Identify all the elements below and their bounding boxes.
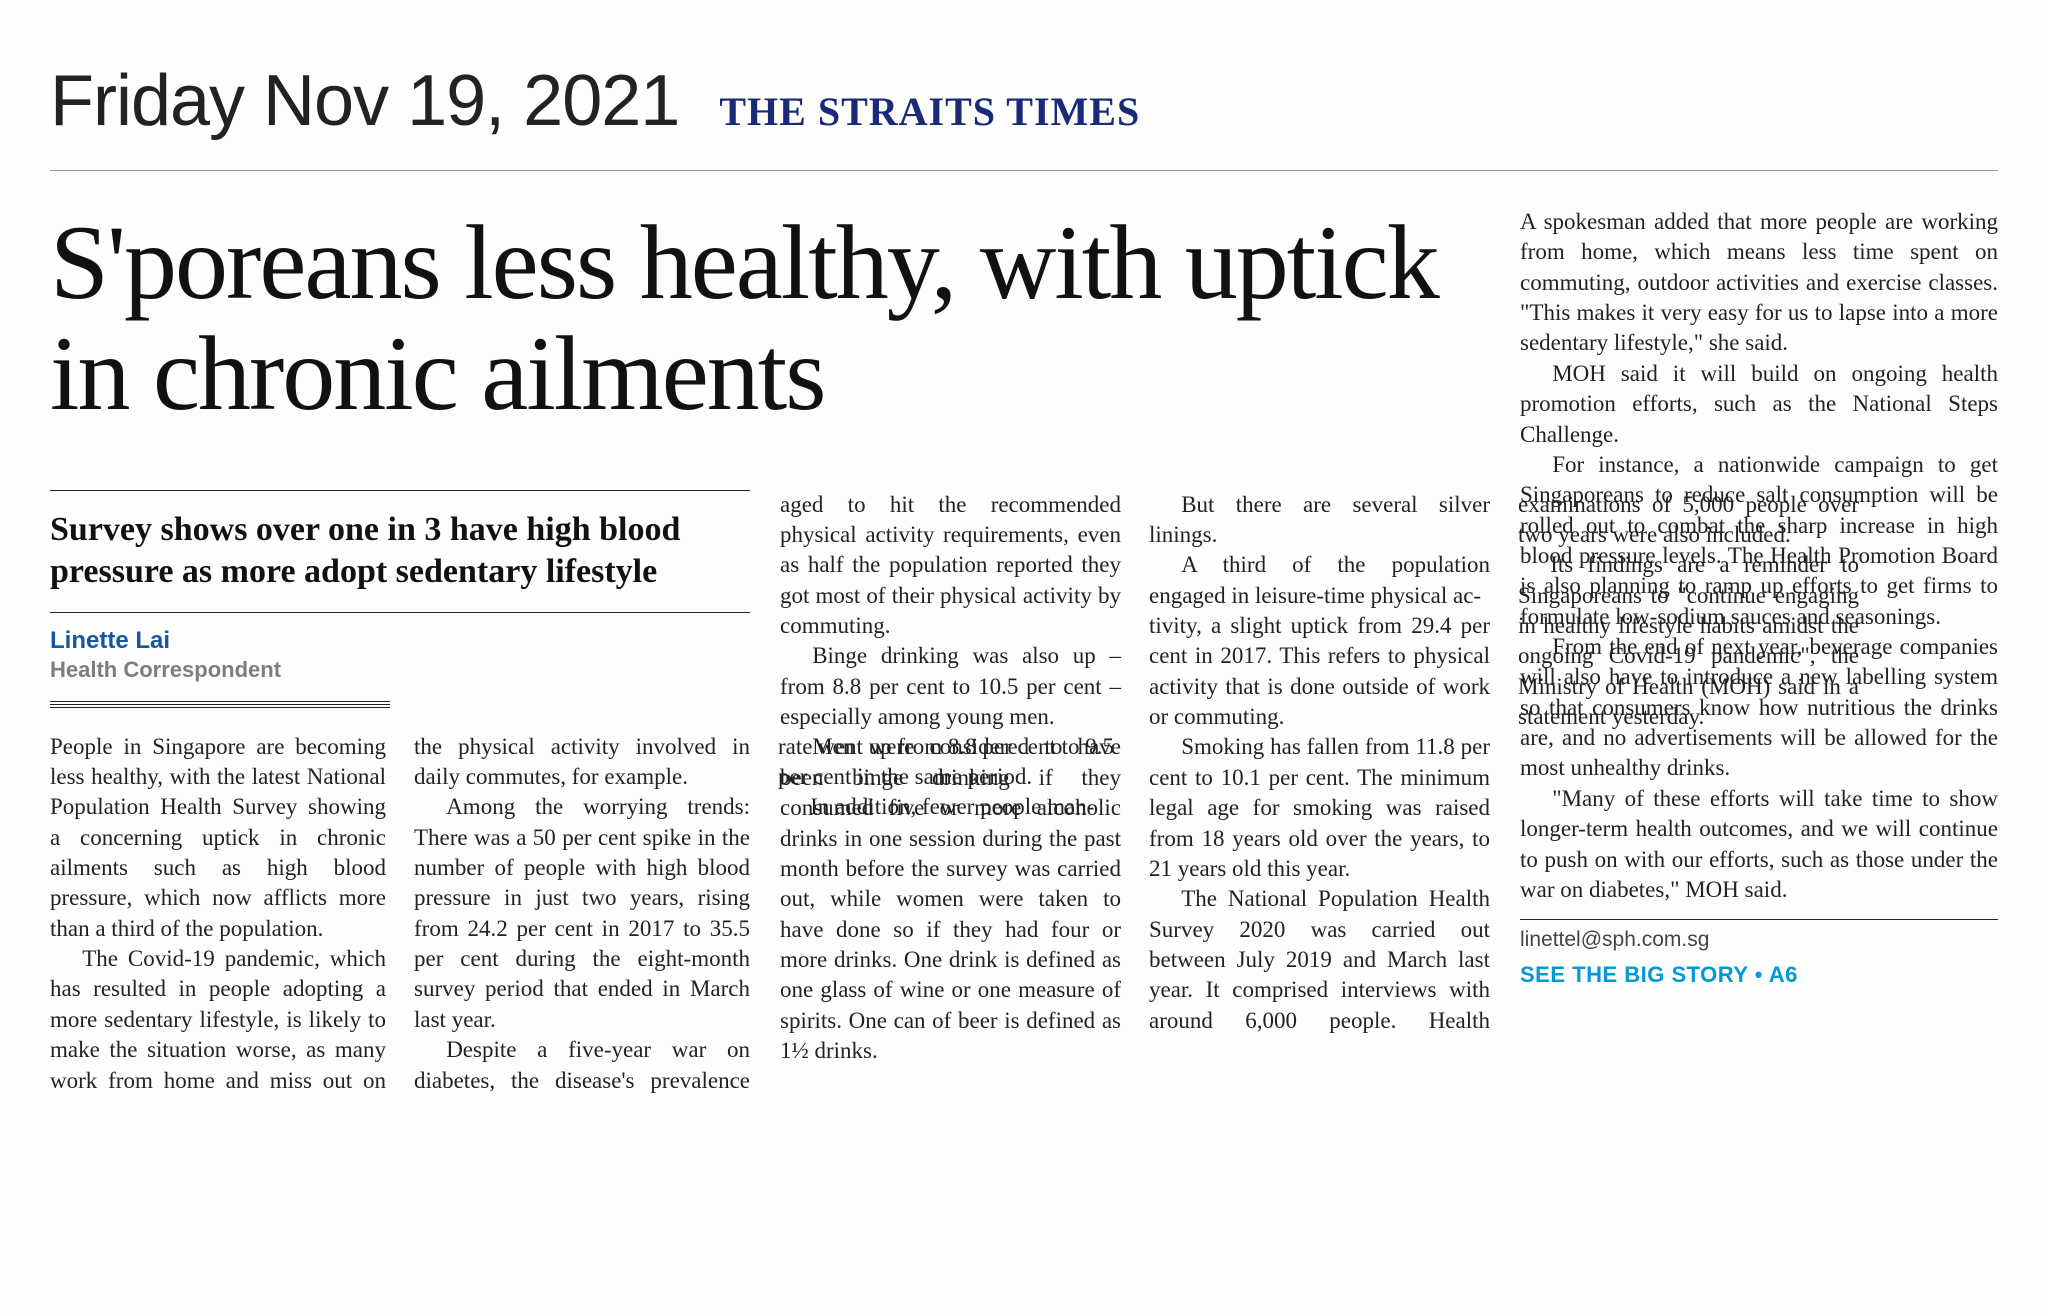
issue-date: Friday Nov 19, 2021 [50, 60, 679, 142]
body-para: From the end of next year, beverage comp… [1520, 632, 1998, 784]
body-para: Smoking has fallen from 11.8 per cent to… [1149, 732, 1490, 884]
byline-title: Health Correspondent [50, 657, 750, 683]
body-para: Among the worrying trends: There was a 5… [414, 792, 750, 1035]
body-para: MOH said it will build on ongoing health… [1520, 359, 1998, 450]
body-para: A third of the population engaged in lei… [1149, 550, 1490, 611]
body-para: For instance, a nationwide campaign to g… [1520, 450, 1998, 632]
cross-ref-promo: SEE THE BIG STORY • A6 [1520, 962, 1998, 988]
main-column: S'poreans less healthy, with uptick in c… [50, 207, 1490, 1102]
article-body-row: Survey shows over one in 3 have high blo… [50, 490, 1490, 1102]
body-columns-mid: aged to hit the recommended physical act… [780, 490, 1490, 1102]
contact-rule [1520, 919, 1998, 920]
body-para: Men were considered to have been binge d… [780, 732, 1121, 1066]
newspaper-page: Friday Nov 19, 2021 THE STRAITS TIMES S'… [0, 0, 2048, 1132]
article-subhead: Survey shows over one in 3 have high blo… [50, 509, 750, 594]
subhead-rule-top [50, 490, 750, 491]
body-para: aged to hit the recommended physical act… [780, 490, 1121, 642]
body-para: tivity, a slight uptick from 29.4 per ce… [1149, 611, 1490, 732]
masthead: Friday Nov 19, 2021 THE STRAITS TIMES [50, 60, 1998, 142]
subhead-rule-bottom [50, 612, 750, 613]
body-para: "Many of these efforts will take time to… [1520, 784, 1998, 905]
byline-triple-rule [50, 701, 390, 708]
subhead-and-first-cols: Survey shows over one in 3 have high blo… [50, 490, 750, 1102]
masthead-rule [50, 170, 1998, 171]
body-para: A spokesman added that more people are w… [1520, 207, 1998, 359]
author-email: linettel@sph.com.sg [1520, 928, 1998, 952]
publication-name: THE STRAITS TIMES [719, 88, 1140, 135]
article-content: S'poreans less healthy, with uptick in c… [50, 207, 1998, 1102]
body-para: But there are several silver linings. [1149, 490, 1490, 551]
article-headline: S'poreans less healthy, with uptick in c… [50, 207, 1490, 430]
body-para: People in Singapore are becoming less he… [50, 732, 386, 945]
right-column: A spokesman added that more people are w… [1520, 207, 1998, 988]
byline-name: Linette Lai [50, 627, 750, 655]
body-right: A spokesman added that more people are w… [1520, 207, 1998, 905]
body-para: Binge drinking was also up – from 8.8 pe… [780, 641, 1121, 732]
body-columns-left: People in Singapore are becoming less he… [50, 732, 750, 1102]
